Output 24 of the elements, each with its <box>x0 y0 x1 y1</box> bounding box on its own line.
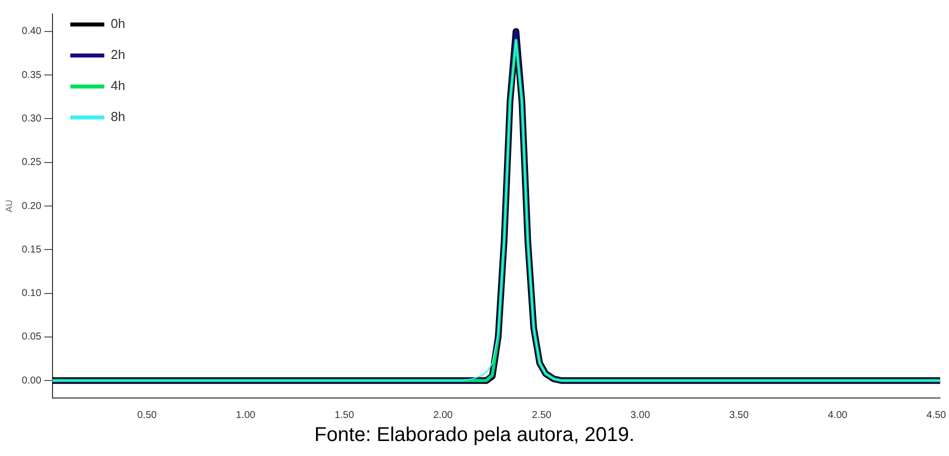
y-tick-label: 0.25 <box>22 157 42 168</box>
legend-label: 8h <box>110 109 126 124</box>
y-tick-label: 0.05 <box>22 332 42 343</box>
y-tick-label: 0.40 <box>22 26 42 38</box>
y-tick-label: 0.15 <box>22 244 42 256</box>
x-tick-label: 4.00 <box>828 410 848 421</box>
x-tick-label: 2.50 <box>532 410 552 421</box>
y-tick-label: 0.20 <box>22 200 42 212</box>
y-tick-label: 0.00 <box>22 375 42 386</box>
y-axis-title: AU <box>4 200 14 212</box>
x-tick-label: 1.50 <box>334 410 354 421</box>
y-tick-label: 0.10 <box>22 288 42 300</box>
source-note: Fonte: Elaborado pela autora, 2019. <box>313 424 636 447</box>
x-tick-label: 4.50 <box>926 410 946 421</box>
x-tick-label: 3.50 <box>729 410 750 421</box>
y-tick-label: 0.35 <box>22 70 42 81</box>
legend-label: 0h <box>110 16 126 32</box>
legend-label: 2h <box>110 47 126 62</box>
x-tick-label: 3.00 <box>630 410 650 421</box>
x-tick-label: 1.00 <box>236 410 256 421</box>
y-tick-label: 0.30 <box>22 113 42 124</box>
x-tick-label: 2.00 <box>433 410 454 421</box>
x-tick-label: 0.50 <box>137 410 158 421</box>
legend-label: 4h <box>110 78 126 94</box>
